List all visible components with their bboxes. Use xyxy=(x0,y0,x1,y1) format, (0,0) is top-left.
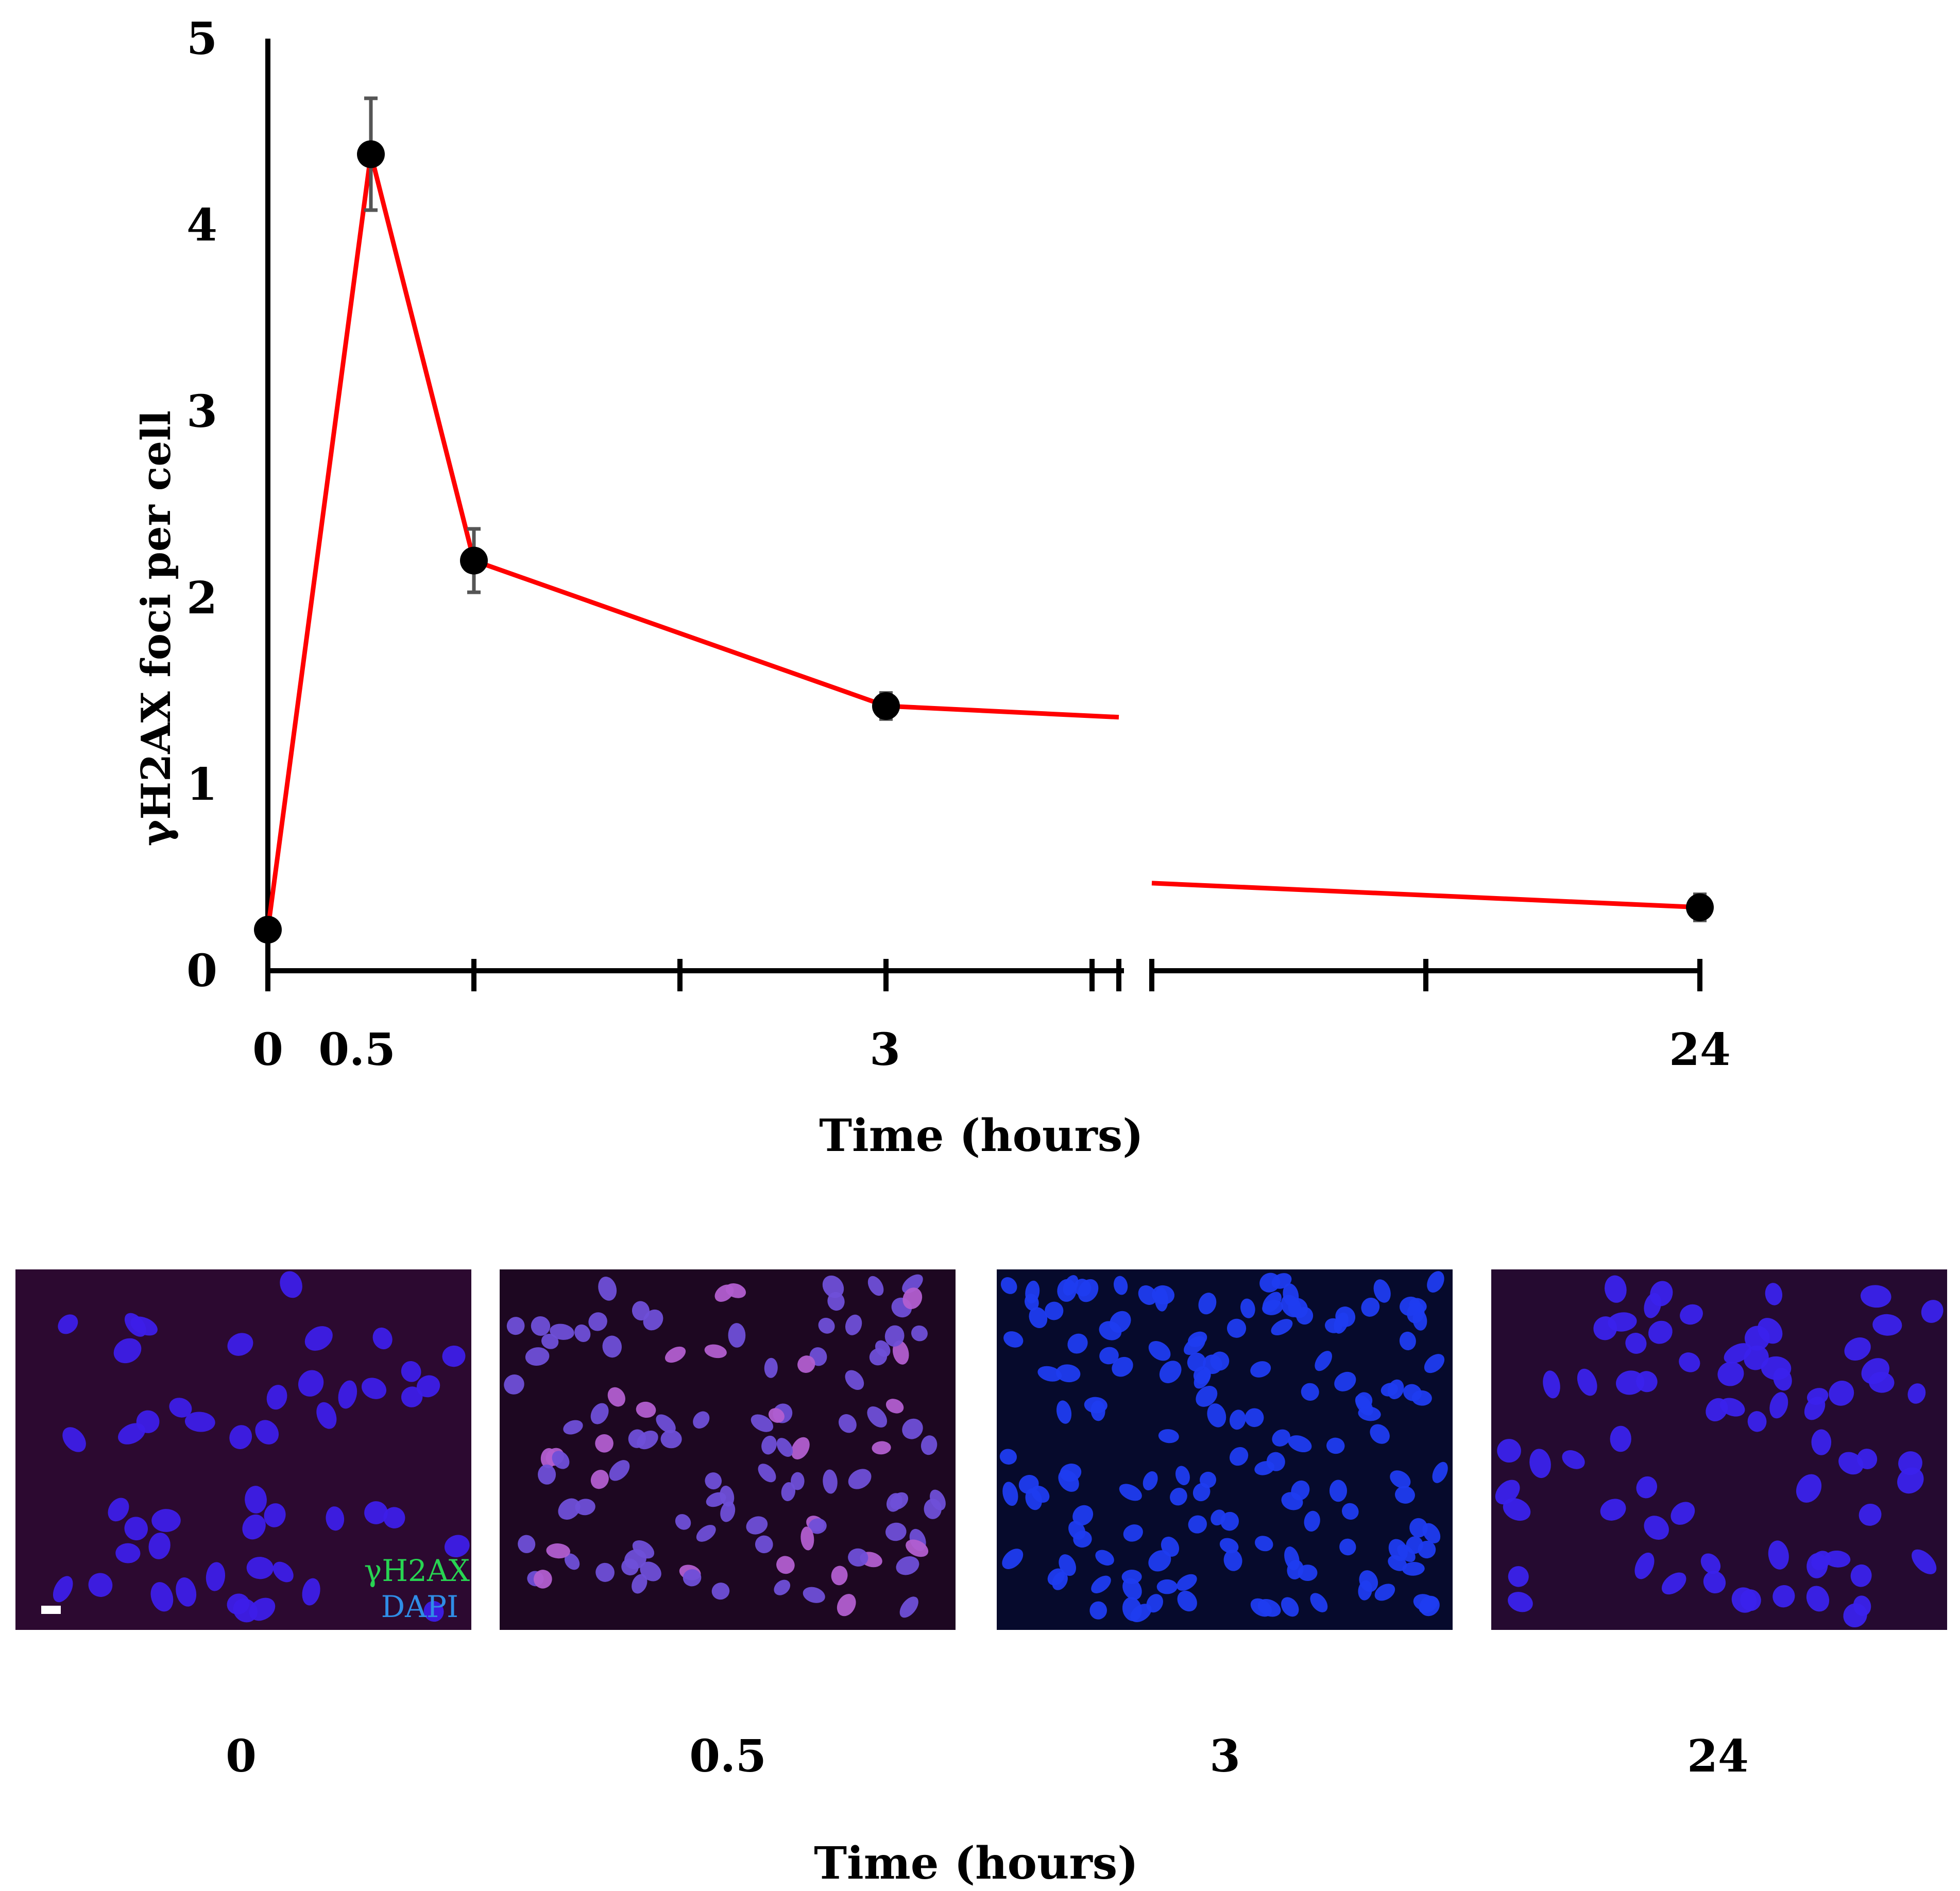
y-tick-label-3: 3 xyxy=(186,386,217,438)
panel-label-0.5: 0.5 xyxy=(689,1730,766,1782)
panel-labels: 0 0.5 3 24 xyxy=(226,1730,1749,1782)
series-lines xyxy=(265,151,1700,930)
data-points xyxy=(254,140,1714,944)
x-tick-label-3: 3 xyxy=(870,1024,900,1076)
y-tick-label-5: 5 xyxy=(186,13,217,65)
y-tick-label-4: 4 xyxy=(186,199,217,251)
series-line-segment-before-break xyxy=(265,151,1119,930)
microscopy-panel-24 xyxy=(1491,1269,1947,1630)
microscopy-panel-3 xyxy=(997,1269,1453,1630)
y-tick-label-1: 1 xyxy=(186,759,217,811)
panel-legend: γH2AX DAPI xyxy=(41,1553,470,1624)
x-ticks xyxy=(265,959,1702,991)
microscopy-panel-0.5 xyxy=(500,1269,956,1630)
data-point-0.5 xyxy=(357,140,385,168)
axis-break-marks xyxy=(1116,959,1154,991)
legend-gh2ax: γH2AX xyxy=(364,1553,470,1588)
data-point-24 xyxy=(1686,893,1714,921)
scale-bar xyxy=(41,1606,61,1614)
x-tick-label-24: 24 xyxy=(1669,1024,1731,1076)
microscopy-panels xyxy=(15,1269,1947,1630)
x-tick-label-0.5: 0.5 xyxy=(318,1024,396,1076)
y-tick-labels: 0 1 2 3 4 5 xyxy=(186,13,217,997)
panel-label-24: 24 xyxy=(1687,1730,1749,1782)
line-chart: 0 1 2 3 4 5 γH2AX foci per cell 0 0.5 3 24 Ti… xyxy=(133,13,1731,1162)
x-tick-labels: 0 0.5 3 24 xyxy=(252,1024,1731,1076)
y-tick-label-2: 2 xyxy=(186,572,217,624)
data-point-0 xyxy=(254,916,282,944)
x-tick-label-0: 0 xyxy=(252,1024,283,1076)
panel-label-0: 0 xyxy=(226,1730,257,1782)
y-tick-label-0: 0 xyxy=(186,945,217,997)
x-axis-label: Time (hours) xyxy=(819,1110,1144,1162)
y-axis-label: γH2AX foci per cell xyxy=(133,410,180,846)
data-point-1 xyxy=(460,546,488,575)
series-line-segment-after-break xyxy=(1151,881,1700,910)
error-bars xyxy=(261,96,1707,936)
legend-dapi: DAPI xyxy=(381,1589,458,1624)
data-point-3 xyxy=(872,692,900,720)
panel-x-axis-label: Time (hours) xyxy=(814,1837,1138,1889)
microscopy-panel-0 xyxy=(15,1269,471,1630)
panel-label-3: 3 xyxy=(1209,1730,1240,1782)
